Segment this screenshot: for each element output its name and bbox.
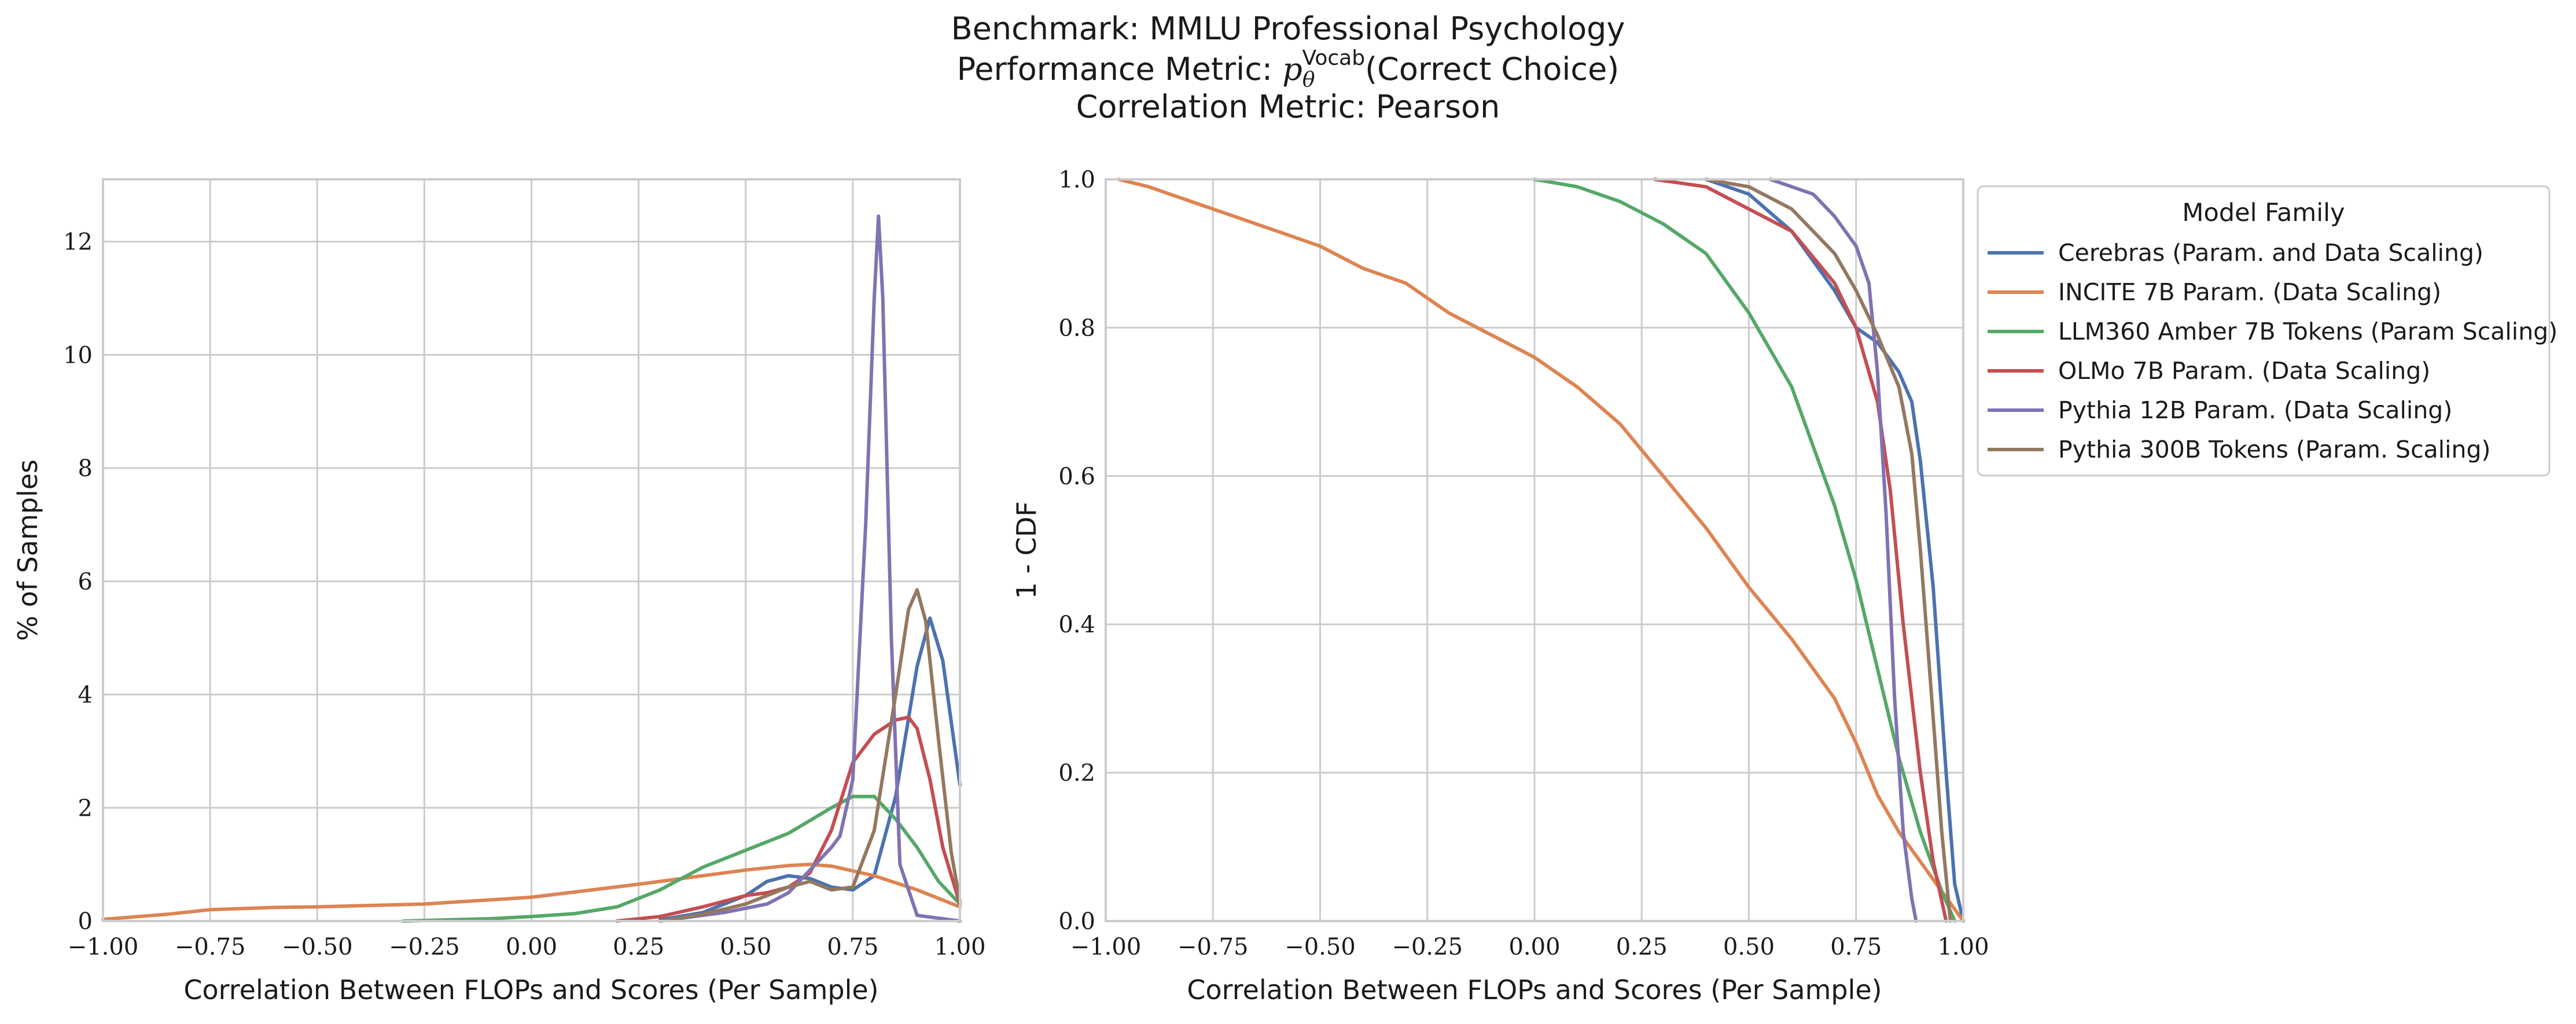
kde-y-ticks: 0 2 4 6 8 10 12 — [63, 229, 93, 935]
legend-title: Model Family — [2182, 198, 2345, 227]
ccdf-panel: −1.00 −0.75 −0.50 −0.25 0.00 0.25 0.50 0.75 1.00… — [1011, 167, 1989, 1005]
title-math-p: p — [1282, 51, 1302, 87]
legend-label-pythia300b: Pythia 300B Tokens (Param. Scaling) — [2058, 436, 2491, 463]
kde-x-tick-label: 0.00 — [506, 934, 557, 960]
kde-series-line-pythia300b — [658, 588, 962, 923]
ccdf-y-tick-label: 1.0 — [1058, 167, 1095, 193]
title-line-2-prefix: Performance Metric: — [957, 51, 1283, 87]
legend-box — [1977, 185, 2551, 477]
ccdf-series — [1117, 178, 1965, 923]
kde-series-line-llm360 — [401, 794, 962, 923]
ccdf-series-line-pythia300b — [1704, 178, 1952, 923]
kde-x-tick-label: 0.50 — [720, 934, 771, 960]
kde-x-tick-label: 1.00 — [934, 934, 985, 960]
ccdf-frame — [1105, 178, 1964, 922]
kde-x-ticks: −1.00 −0.75 −0.50 −0.25 0.00 0.25 0.50 0.75 1.00 — [68, 934, 986, 960]
legend-label-incite: INCITE 7B Param. (Data Scaling) — [2058, 278, 2441, 306]
title-math-sub: θ — [1302, 68, 1315, 92]
kde-series-line-pythia12b — [658, 214, 962, 923]
ccdf-series-line-llm360 — [1533, 178, 1957, 923]
ccdf-series-line-olmo — [1653, 178, 1948, 923]
title-line-2: Performance Metric: pθVocab(Correct Choi… — [957, 46, 1620, 92]
title-math-sup: Vocab — [1302, 46, 1366, 70]
kde-frame — [102, 178, 961, 922]
kde-y-tick-label: 4 — [78, 682, 93, 709]
kde-x-tick-label: −0.25 — [389, 934, 460, 960]
ccdf-y-axis-label: 1 - CDF — [1011, 501, 1042, 599]
ccdf-x-tick-label: 0.50 — [1723, 934, 1775, 960]
kde-x-tick-label: −1.00 — [68, 934, 139, 960]
legend-label-cerebras: Cerebras (Param. and Data Scaling) — [2058, 239, 2483, 267]
ccdf-y-tick-label: 0.0 — [1058, 908, 1095, 935]
ccdf-series-line-incite — [1117, 178, 1965, 923]
ccdf-x-tick-label: −0.50 — [1285, 934, 1356, 960]
kde-y-tick-label: 8 — [78, 455, 93, 482]
ccdf-y-tick-label: 0.8 — [1058, 315, 1095, 341]
ccdf-x-tick-label: 0.25 — [1616, 934, 1668, 960]
legend-label-olmo: OLMo 7B Param. (Data Scaling) — [2058, 357, 2430, 385]
title-line-3: Correlation Metric: Pearson — [1076, 89, 1500, 125]
ccdf-x-tick-label: 0.00 — [1508, 934, 1560, 960]
kde-y-tick-label: 2 — [78, 795, 93, 822]
kde-y-tick-label: 6 — [78, 569, 93, 595]
kde-x-tick-label: −0.75 — [175, 934, 246, 960]
ccdf-x-tick-label: −0.25 — [1392, 934, 1463, 960]
kde-panel: −1.00 −0.75 −0.50 −0.25 0.00 0.25 0.50 0.75 1.00… — [12, 178, 986, 1005]
kde-y-tick-label: 10 — [63, 342, 93, 369]
ccdf-y-tick-label: 0.2 — [1058, 760, 1095, 787]
ccdf-x-tick-label: 0.75 — [1830, 934, 1882, 960]
legend-label-pythia12b: Pythia 12B Param. (Data Scaling) — [2058, 396, 2452, 424]
ccdf-y-ticks: 0.0 0.2 0.4 0.6 0.8 1.0 — [1058, 167, 1095, 935]
kde-series-line-olmo — [615, 715, 962, 923]
ccdf-y-tick-label: 0.6 — [1058, 463, 1095, 490]
kde-x-tick-label: 0.25 — [613, 934, 664, 960]
legend-label-llm360: LLM360 Amber 7B Tokens (Param Scaling) — [2058, 318, 2557, 345]
ccdf-x-axis-label: Correlation Between FLOPs and Scores (Pe… — [1187, 974, 1882, 1005]
ccdf-x-tick-label: −0.75 — [1177, 934, 1249, 960]
kde-series — [101, 214, 962, 923]
ccdf-x-tick-label: 1.00 — [1937, 934, 1989, 960]
kde-y-tick-label: 12 — [63, 229, 93, 256]
legend-entries: Cerebras (Param. and Data Scaling) INCITE… — [1988, 239, 2557, 463]
ccdf-x-tick-label: −1.00 — [1070, 934, 1142, 960]
kde-x-tick-label: 0.75 — [827, 934, 878, 960]
kde-x-tick-label: −0.50 — [282, 934, 353, 960]
kde-y-tick-label: 0 — [78, 908, 93, 935]
title-line-1: Benchmark: MMLU Professional Psychology — [951, 10, 1625, 47]
title-line-2-suffix: (Correct Choice) — [1365, 51, 1619, 87]
kde-y-axis-label: % of Samples — [12, 459, 43, 641]
kde-x-axis-label: Correlation Between FLOPs and Scores (Pe… — [183, 974, 878, 1005]
ccdf-series-line-pythia12b — [1768, 178, 1918, 923]
legend: Model Family Cerebras (Param. and Data S… — [1977, 185, 2557, 477]
ccdf-y-tick-label: 0.4 — [1058, 612, 1095, 638]
ccdf-x-ticks: −1.00 −0.75 −0.50 −0.25 0.00 0.25 0.50 0.75 1.00 — [1070, 934, 1989, 960]
